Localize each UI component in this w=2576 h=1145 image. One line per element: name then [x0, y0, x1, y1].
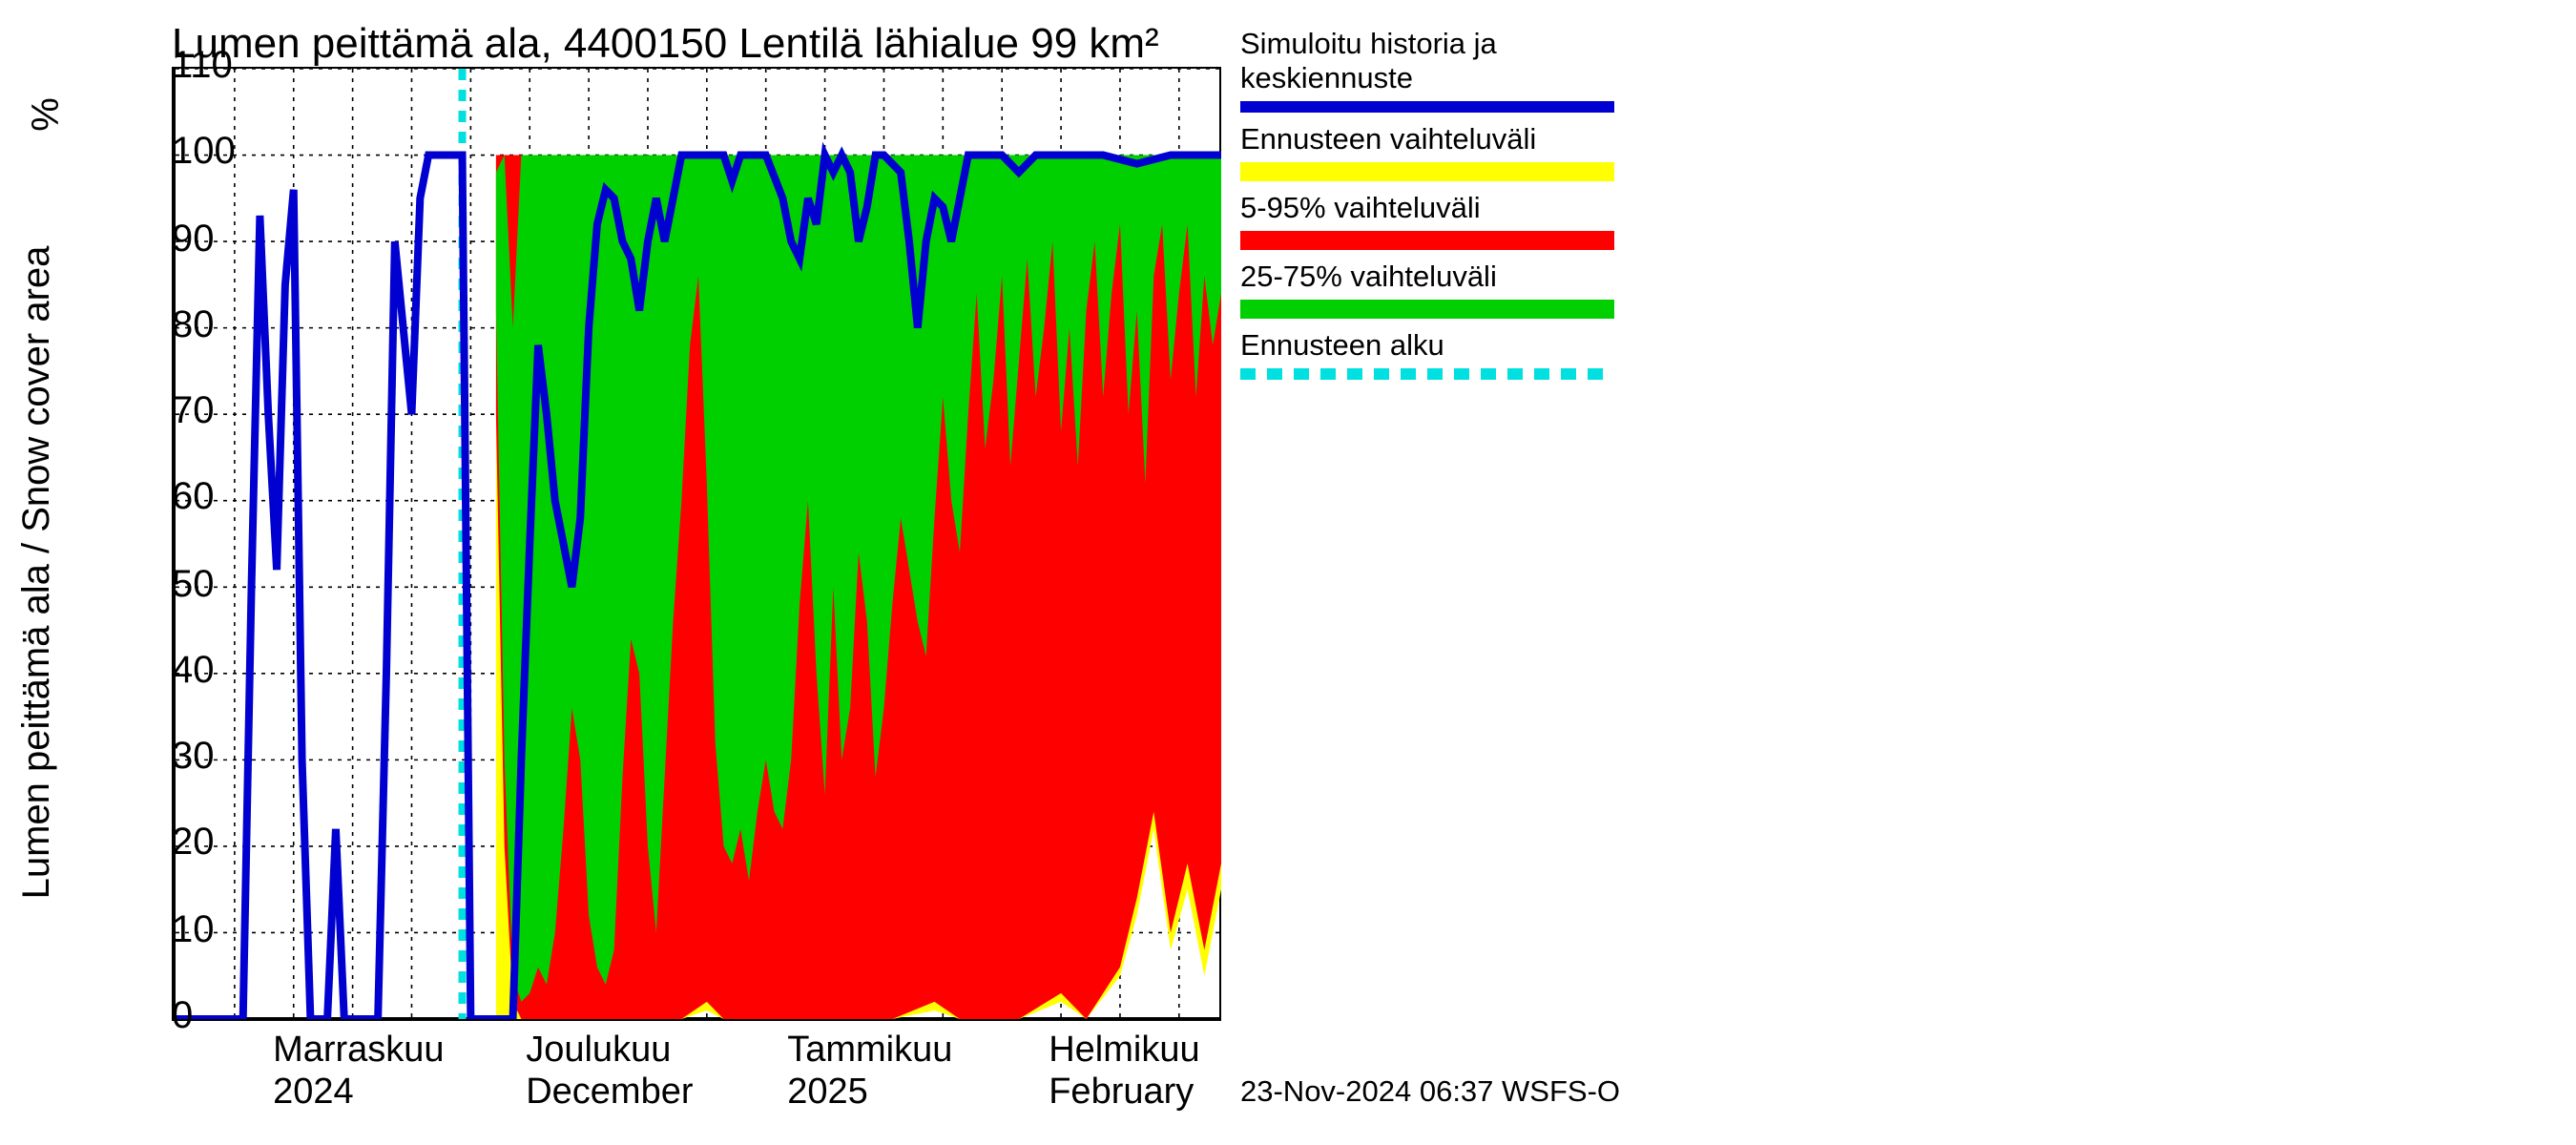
- legend-swatch: [1240, 231, 1614, 250]
- x-month-label: JoulukuuDecember: [526, 1030, 693, 1114]
- legend-item: Simuloitu historia ja keskiennuste: [1240, 29, 1622, 113]
- legend-label: 5-95% vaihteluväli: [1240, 193, 1622, 227]
- legend: Simuloitu historia ja keskiennuste Ennust…: [1240, 29, 1622, 391]
- legend-item: Ennusteen alku: [1240, 330, 1622, 380]
- x-month-label: HelmikuuFebruary: [1049, 1030, 1199, 1114]
- legend-label: Ennusteen vaihteluväli: [1240, 124, 1622, 158]
- legend-item: 25-75% vaihteluväli: [1240, 261, 1622, 319]
- legend-swatch: [1240, 300, 1614, 319]
- x-month-label: Tammikuu2025: [787, 1030, 952, 1114]
- legend-swatch: [1240, 368, 1614, 380]
- x-month-label: Marraskuu2024: [273, 1030, 445, 1114]
- timestamp-caption: 23-Nov-2024 06:37 WSFS-O: [1240, 1076, 1620, 1111]
- legend-label: 25-75% vaihteluväli: [1240, 261, 1622, 296]
- legend-label: Ennusteen alku: [1240, 330, 1622, 364]
- plot-area: [172, 67, 1221, 1021]
- y-unit: %: [26, 97, 70, 132]
- legend-label: Simuloitu historia ja keskiennuste: [1240, 29, 1622, 97]
- y-axis-label: Lumen peittämä ala / Snow cover area: [16, 246, 60, 900]
- legend-item: Ennusteen vaihteluväli: [1240, 124, 1622, 181]
- legend-swatch: [1240, 101, 1614, 113]
- chart-title: Lumen peittämä ala, 4400150 Lentilä lähi…: [172, 19, 1159, 69]
- legend-item: 5-95% vaihteluväli: [1240, 193, 1622, 250]
- legend-swatch: [1240, 162, 1614, 181]
